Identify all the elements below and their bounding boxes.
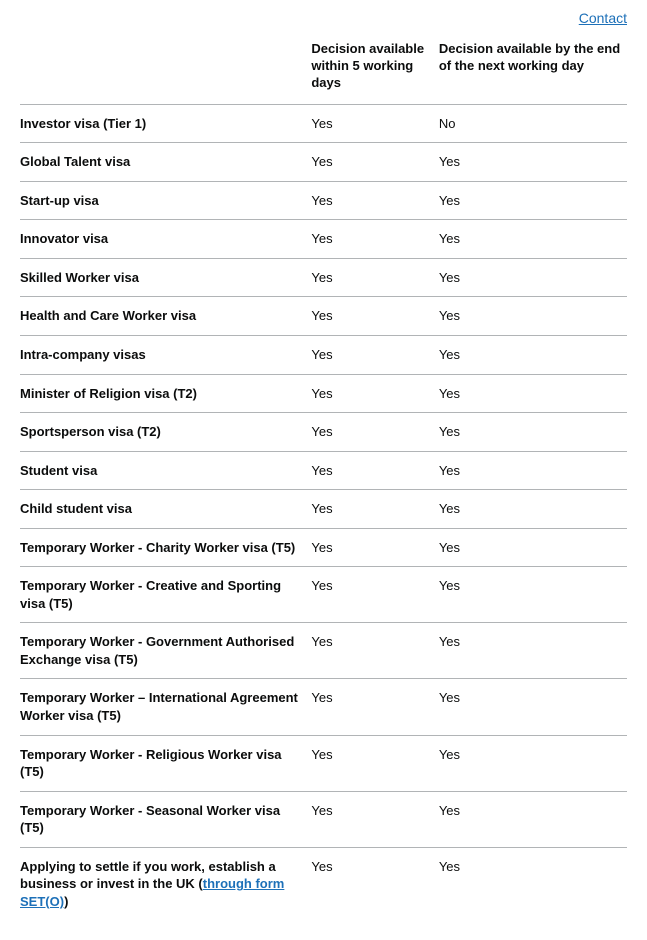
table-row: Applying to settle if you work, establis… xyxy=(20,847,627,920)
table-row: Global Talent visaYesYes xyxy=(20,143,627,182)
decision-5days-cell: Yes xyxy=(311,791,438,847)
table-row: Temporary Worker – International Agreeme… xyxy=(20,679,627,735)
visa-name-cell: Skilled Worker visa xyxy=(20,258,311,297)
contact-link[interactable]: Contact xyxy=(579,10,627,26)
decision-5days-cell: Yes xyxy=(311,220,438,259)
decision-nextday-cell: No xyxy=(439,104,627,143)
column-header-nextday: Decision available by the end of the nex… xyxy=(439,33,627,104)
table-row: Investor visa (Tier 1)YesNo xyxy=(20,104,627,143)
table-row: Intra-company visasYesYes xyxy=(20,335,627,374)
visa-name-cell: Health and Care Worker visa xyxy=(20,297,311,336)
table-row: Innovator visaYesYes xyxy=(20,220,627,259)
table-header-row: Decision available within 5 working days… xyxy=(20,33,627,104)
table-row: Child student visaYesYes xyxy=(20,490,627,529)
decision-nextday-cell: Yes xyxy=(439,791,627,847)
decision-nextday-cell: Yes xyxy=(439,451,627,490)
visa-name-cell: Start-up visa xyxy=(20,181,311,220)
table-row: Student visaYesYes xyxy=(20,451,627,490)
decision-nextday-cell: Yes xyxy=(439,181,627,220)
decision-5days-cell: Yes xyxy=(311,104,438,143)
visa-name-cell: Temporary Worker - Charity Worker visa (… xyxy=(20,528,311,567)
table-row: Temporary Worker - Seasonal Worker visa … xyxy=(20,791,627,847)
visa-name-cell: Applying to settle if you work, establis… xyxy=(20,847,311,920)
visa-name-cell: Temporary Worker – International Agreeme… xyxy=(20,679,311,735)
decision-5days-cell: Yes xyxy=(311,679,438,735)
visa-name-cell: Sportsperson visa (T2) xyxy=(20,413,311,452)
table-row: Temporary Worker - Charity Worker visa (… xyxy=(20,528,627,567)
decision-5days-cell: Yes xyxy=(311,847,438,920)
decision-5days-cell: Yes xyxy=(311,528,438,567)
decision-5days-cell: Yes xyxy=(311,143,438,182)
visa-name-cell: Intra-company visas xyxy=(20,335,311,374)
decision-nextday-cell: Yes xyxy=(439,490,627,529)
table-row: Sportsperson visa (T2)YesYes xyxy=(20,413,627,452)
decision-nextday-cell: Yes xyxy=(439,335,627,374)
visa-name-cell: Temporary Worker - Government Authorised… xyxy=(20,623,311,679)
visa-name-cell: Temporary Worker - Seasonal Worker visa … xyxy=(20,791,311,847)
visa-name-cell: Minister of Religion visa (T2) xyxy=(20,374,311,413)
decision-5days-cell: Yes xyxy=(311,623,438,679)
visa-name-cell: Investor visa (Tier 1) xyxy=(20,104,311,143)
decision-5days-cell: Yes xyxy=(311,335,438,374)
form-seto-link[interactable]: through form SET(O) xyxy=(20,876,284,909)
table-row: Health and Care Worker visaYesYes xyxy=(20,297,627,336)
visa-name-cell: Temporary Worker - Creative and Sporting… xyxy=(20,567,311,623)
visa-name-cell: Student visa xyxy=(20,451,311,490)
visa-name-cell: Innovator visa xyxy=(20,220,311,259)
table-row: Skilled Worker visaYesYes xyxy=(20,258,627,297)
decision-5days-cell: Yes xyxy=(311,735,438,791)
decision-nextday-cell: Yes xyxy=(439,220,627,259)
decision-nextday-cell: Yes xyxy=(439,258,627,297)
decision-nextday-cell: Yes xyxy=(439,623,627,679)
decision-5days-cell: Yes xyxy=(311,413,438,452)
decision-nextday-cell: Yes xyxy=(439,567,627,623)
decision-5days-cell: Yes xyxy=(311,181,438,220)
table-row: Temporary Worker - Government Authorised… xyxy=(20,623,627,679)
table-row: Temporary Worker - Creative and Sporting… xyxy=(20,567,627,623)
decision-nextday-cell: Yes xyxy=(439,847,627,920)
decision-5days-cell: Yes xyxy=(311,451,438,490)
decision-5days-cell: Yes xyxy=(311,297,438,336)
visa-decision-table: Decision available within 5 working days… xyxy=(20,33,627,920)
decision-5days-cell: Yes xyxy=(311,567,438,623)
column-header-5days: Decision available within 5 working days xyxy=(311,33,438,104)
decision-nextday-cell: Yes xyxy=(439,528,627,567)
decision-nextday-cell: Yes xyxy=(439,735,627,791)
table-row: Minister of Religion visa (T2)YesYes xyxy=(20,374,627,413)
visa-name-cell: Temporary Worker - Religious Worker visa… xyxy=(20,735,311,791)
decision-nextday-cell: Yes xyxy=(439,374,627,413)
decision-nextday-cell: Yes xyxy=(439,297,627,336)
visa-name-cell: Global Talent visa xyxy=(20,143,311,182)
table-row: Temporary Worker - Religious Worker visa… xyxy=(20,735,627,791)
decision-5days-cell: Yes xyxy=(311,374,438,413)
decision-5days-cell: Yes xyxy=(311,258,438,297)
contact-link-container: Contact xyxy=(20,10,627,28)
decision-nextday-cell: Yes xyxy=(439,143,627,182)
decision-nextday-cell: Yes xyxy=(439,679,627,735)
decision-nextday-cell: Yes xyxy=(439,413,627,452)
column-header-name xyxy=(20,33,311,104)
table-row: Start-up visaYesYes xyxy=(20,181,627,220)
decision-5days-cell: Yes xyxy=(311,490,438,529)
visa-name-cell: Child student visa xyxy=(20,490,311,529)
